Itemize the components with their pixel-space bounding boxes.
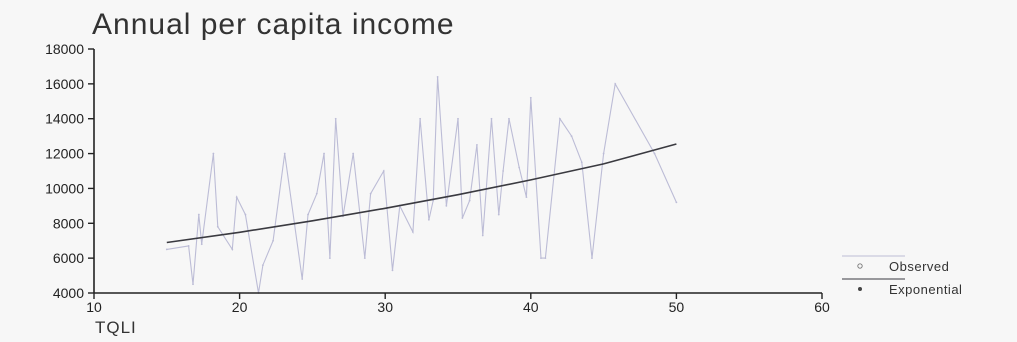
y-tick-label: 8000 <box>53 215 84 231</box>
observed-point <box>363 257 366 260</box>
observed-point <box>369 192 372 195</box>
observed-point <box>334 117 337 120</box>
observed-point <box>481 234 484 237</box>
y-tick-label: 10000 <box>45 180 84 196</box>
observed-point <box>502 170 505 172</box>
observed-point <box>352 152 355 155</box>
observed-point <box>328 257 331 260</box>
observed-point <box>544 257 547 260</box>
observed-point <box>675 201 678 204</box>
x-axis-label: TQLI <box>95 318 137 337</box>
observed-point <box>411 231 414 233</box>
observed-point <box>323 152 325 155</box>
legend: Observed Exponential <box>842 255 962 297</box>
observed-point <box>518 166 521 169</box>
x-tick-label: 40 <box>523 299 539 315</box>
observed-point <box>216 225 219 228</box>
x-tick-label: 30 <box>377 299 393 315</box>
observed-series-line <box>166 76 677 294</box>
x-tick-label: 10 <box>86 299 102 315</box>
observed-point <box>580 161 583 164</box>
y-tick-label: 16000 <box>45 76 84 92</box>
y-tick-label: 18000 <box>45 41 84 57</box>
observed-point <box>200 243 203 246</box>
observed-point <box>497 213 500 216</box>
x-tick-label: 20 <box>232 299 248 315</box>
legend-exponential-label: Exponential <box>889 282 962 297</box>
observed-point <box>570 135 573 138</box>
y-tick-label: 4000 <box>53 285 84 301</box>
observed-point <box>653 152 656 155</box>
observed-point <box>476 143 478 146</box>
observed-point <box>457 117 459 120</box>
legend-observed-label: Observed <box>889 259 949 274</box>
observed-point <box>391 269 394 272</box>
observed-point <box>508 117 510 120</box>
observed-point <box>187 245 190 247</box>
observed-point <box>525 196 528 199</box>
observed-point <box>602 152 605 155</box>
observed-point <box>540 257 542 260</box>
observed-series-layer <box>165 75 678 294</box>
observed-point <box>559 117 561 120</box>
observed-point <box>419 117 422 120</box>
observed-point <box>283 152 286 155</box>
observed-point <box>445 204 448 207</box>
observed-point <box>382 170 385 172</box>
observed-point <box>301 278 304 280</box>
y-tick-label: 14000 <box>45 111 84 127</box>
observed-point <box>529 96 532 99</box>
exponential-series-line <box>166 143 677 244</box>
observed-point <box>272 239 274 242</box>
observed-point <box>192 283 194 286</box>
observed-point <box>315 192 318 195</box>
observed-point <box>591 257 593 260</box>
observed-point <box>490 117 493 120</box>
observed-point <box>244 213 247 216</box>
x-tick-label: 60 <box>814 299 830 315</box>
observed-point <box>197 213 200 216</box>
axes: 4000 6000 8000 10000 12000 14000 16000 18000 10 2… <box>45 41 830 315</box>
observed-point <box>212 152 215 155</box>
x-tick-label: 50 <box>669 299 685 315</box>
exponential-series-layer <box>166 143 677 244</box>
observed-point <box>307 213 309 216</box>
y-tick-label: 6000 <box>53 250 84 266</box>
observed-point <box>468 199 471 202</box>
observed-point <box>165 248 168 251</box>
chart-title: Annual per capita income <box>92 8 455 41</box>
observed-point <box>461 217 464 219</box>
legend-exponential-marker <box>858 287 862 291</box>
observed-point <box>614 82 617 85</box>
observed-point <box>231 248 234 251</box>
observed-point <box>427 218 430 221</box>
observed-point <box>235 196 238 199</box>
legend-observed-marker <box>857 263 863 269</box>
observed-point <box>261 264 264 267</box>
observed-point <box>436 75 439 78</box>
y-tick-label: 12000 <box>45 146 84 162</box>
